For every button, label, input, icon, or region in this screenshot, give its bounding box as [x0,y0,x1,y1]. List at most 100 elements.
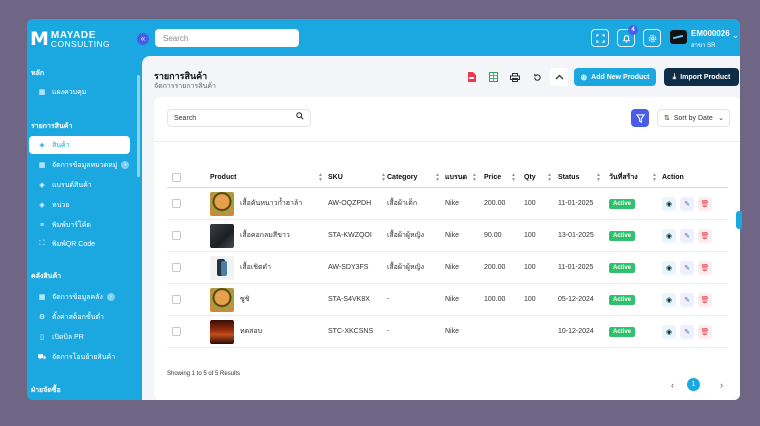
category-cell: เสื้อผ้าผู้หญิง [387,264,424,271]
row-checkbox[interactable] [172,263,181,272]
delete-button[interactable]: 🗑 [698,292,712,307]
fullscreen-icon [595,33,605,43]
brand-cell: Nike [445,264,460,271]
notification-button[interactable]: 4 [617,25,638,47]
column-header-price[interactable]: Price [484,174,502,181]
product-name[interactable]: ทดสอบ [240,328,263,335]
select-all-checkbox[interactable] [172,173,181,182]
print-button[interactable] [506,68,524,86]
filter-button[interactable] [631,109,649,127]
edit-button[interactable]: ✎ [680,196,694,211]
export-pdf-button[interactable] [462,68,480,86]
row-checkbox[interactable] [172,199,181,208]
pagination-prev-button[interactable]: ‹ [671,380,674,390]
column-header-qty[interactable]: Qty [524,174,536,181]
edit-button[interactable]: ✎ [680,260,694,275]
sort-arrows-icon[interactable]: ▲ ▼ [547,171,552,183]
column-header-product[interactable]: Product [210,174,237,181]
section-label-products: รายการสินค้า [31,123,73,130]
edit-button[interactable]: ✎ [680,324,694,339]
sort-arrows-icon[interactable]: ▲ ▼ [318,171,323,183]
view-button[interactable]: ◉ [662,228,676,243]
delete-button[interactable]: 🗑 [698,260,712,275]
column-header-status[interactable]: Status [558,174,580,181]
edit-button[interactable]: ✎ [680,228,694,243]
printer-icon [510,72,520,82]
product-name[interactable]: ซูชิ [240,296,250,303]
product-name[interactable]: เสื้อคันหนาวก้ำฮาล้า [240,200,303,207]
price-cell: 90.00 [484,232,502,239]
edit-button[interactable]: ✎ [680,292,694,307]
sidebar-collapse-button[interactable]: « [137,33,149,45]
sidebar-item-warehouse[interactable]: ▦ จัดการข้อมูลคลัง › [29,288,130,306]
trash-icon: 🗑 [700,264,710,272]
sidebar-item-qr-code[interactable]: ⛶ พิมพ์QR Code [29,235,130,253]
pagination-page-button[interactable]: 1 [687,378,700,391]
divider [154,141,740,142]
view-button[interactable]: ◉ [662,292,676,307]
sort-arrows-icon[interactable]: ▲ ▼ [652,171,657,183]
table-row[interactable]: ซูชิ STA-S4VK8X - Nike 100.00 100 05-12-… [167,284,728,316]
sidebar-item-categories[interactable]: ▦ จัดการข้อมูลหมวดหมู่ › [29,156,130,174]
table-search-input[interactable] [167,109,311,127]
qty-cell: 100 [524,232,536,239]
pagination-next-button[interactable]: › [720,380,723,390]
sidebar-item-units[interactable]: ◈ หน่วย [29,196,130,214]
column-header-created-date[interactable]: วันที่สร้าง [609,174,638,181]
header-search-input[interactable] [155,29,299,47]
refresh-button[interactable] [528,68,546,86]
table-row[interactable]: เสื้อคันหนาวก้ำฮาล้า AW-OQZPDH เสื้อผ้าเ… [167,188,728,220]
box-icon: ◈ [39,142,45,149]
add-product-button[interactable]: ⊕ Add New Product [574,68,656,86]
side-panel-tab[interactable] [736,211,742,229]
sort-arrows-icon[interactable]: ▲ ▼ [511,171,516,183]
settings-button[interactable] [643,29,661,47]
view-button[interactable]: ◉ [662,260,676,275]
delete-button[interactable]: 🗑 [698,196,712,211]
table-row[interactable]: ทดสอบ STC-XKCSNS - Nike 10-12-2024 Activ… [167,316,728,348]
sidebar-item-products[interactable]: ◈ สินค้า [29,136,130,154]
export-excel-button[interactable] [484,68,502,86]
import-product-button[interactable]: ⤓ Import Product [664,68,739,86]
sort-dropdown[interactable]: ⇅ Sort by Date ⌄ [657,109,730,127]
product-name[interactable]: เสื้อคอกลมสีขาว [240,232,290,239]
sort-arrows-icon[interactable]: ▲ ▼ [381,171,386,183]
refresh-icon [533,73,541,81]
sidebar-item-transfer[interactable]: ⛟ จัดการโอนย้ายสินค้า [29,348,130,366]
category-cell: - [387,296,390,303]
sliders-icon: ⇅ [664,115,670,122]
search-icon[interactable] [296,112,304,122]
chevron-down-icon[interactable]: ⌄ [732,31,739,40]
tag-icon: ◈ [39,182,45,189]
row-checkbox[interactable] [172,231,181,240]
column-header-category[interactable]: Category [387,174,418,181]
collapse-button[interactable] [550,68,568,86]
pdf-icon [467,72,476,82]
sidebar-scrollbar[interactable] [137,75,140,177]
sort-arrows-icon[interactable]: ▲ ▼ [472,171,477,183]
sidebar-item-min-stock[interactable]: ⚙ ตั้งค่าสต็อกขั้นต่ำ [29,308,130,326]
sidebar-item-dashboard[interactable]: ▦ แผงควบคุม [29,83,130,101]
sidebar-item-brands[interactable]: ◈ แบรนด์สินค้า [29,176,130,194]
table-row[interactable]: เสื้อเชิตดำ AW-SDY3FS เสื้อผ้าผู้หญิง Ni… [167,252,728,284]
sidebar-item-barcode[interactable]: ≡ พิมพ์บาร์โค้ด [29,216,130,234]
column-header-sku[interactable]: SKU [328,174,343,181]
fullscreen-button[interactable] [591,29,609,47]
column-header-brand[interactable]: แบรนด [445,174,468,181]
sidebar-item-pr-bill[interactable]: ▯ เปิดบิล PR [29,328,130,346]
delete-button[interactable]: 🗑 [698,324,712,339]
row-checkbox[interactable] [172,295,181,304]
view-button[interactable]: ◉ [662,324,676,339]
product-name[interactable]: เสื้อเชิตดำ [240,264,272,271]
delete-button[interactable]: 🗑 [698,228,712,243]
sort-arrows-icon[interactable]: ▲ ▼ [435,171,440,183]
avatar[interactable] [670,30,687,44]
sort-arrows-icon[interactable]: ▲ ▼ [596,171,601,183]
status-badge: Active [609,294,636,305]
table-row[interactable]: เสื้อคอกลมสีขาว STA-KWZQOI เสื้อผ้าผู้หญ… [167,220,728,252]
pencil-icon: ✎ [684,296,690,304]
view-button[interactable]: ◉ [662,196,676,211]
user-id[interactable]: EM000026 [691,29,730,38]
grid-icon: ▦ [38,89,46,96]
row-checkbox[interactable] [172,327,181,336]
